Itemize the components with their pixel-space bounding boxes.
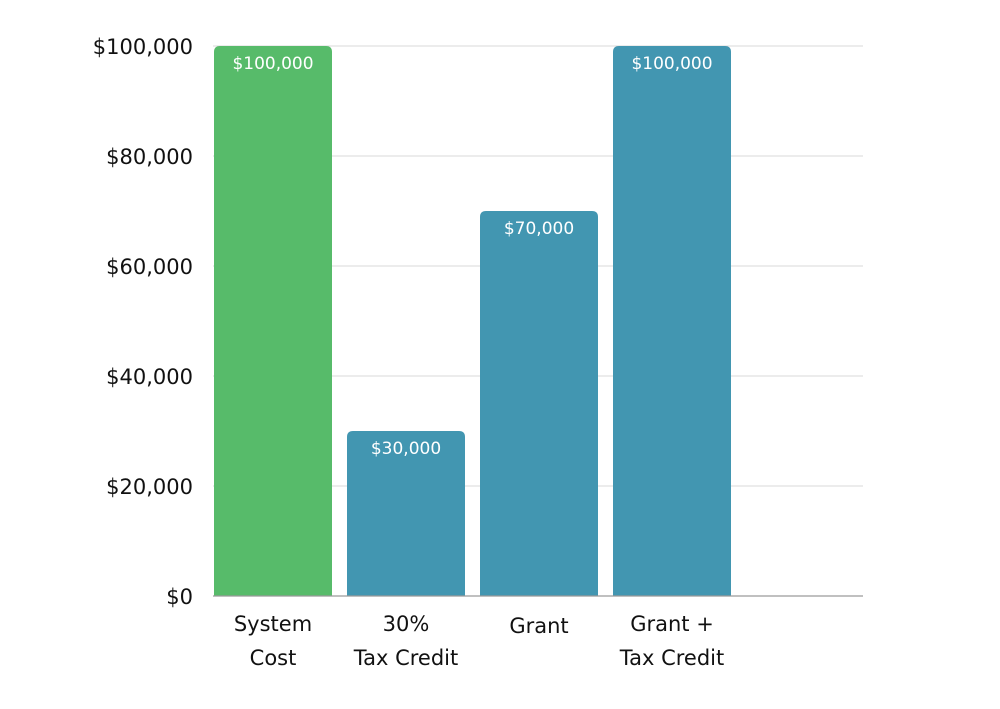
x-category-label-line: Cost (250, 646, 297, 670)
y-tick-label: $60,000 (106, 255, 193, 279)
bar (480, 211, 598, 596)
x-category-label: System Cost (234, 612, 312, 670)
data-label: $100,000 (232, 54, 313, 74)
bar (613, 46, 731, 596)
x-category-label: Grant + Tax Credit (619, 612, 724, 670)
bars (214, 46, 731, 596)
x-axis-categories: System Cost 30% Tax Credit Grant Grant + Tax C… (234, 612, 724, 670)
x-category-label-line: Grant (509, 614, 568, 638)
data-labels: $100,000 $30,000 $70,000 $100,000 (232, 54, 712, 459)
x-category-label-line: 30% (383, 612, 430, 636)
bar (214, 46, 332, 596)
y-tick-label: $40,000 (106, 365, 193, 389)
y-axis-ticks: $0 $20,000 $40,000 $60,000 $80,000 $100,000 (93, 35, 193, 609)
data-label: $30,000 (371, 439, 441, 459)
x-category-label-line: Grant + (630, 612, 714, 636)
y-tick-label: $20,000 (106, 475, 193, 499)
bar (347, 431, 465, 596)
x-category-label: Grant (509, 614, 568, 638)
y-tick-label: $0 (166, 585, 193, 609)
x-category-label-line: System (234, 612, 312, 636)
y-tick-label: $80,000 (106, 145, 193, 169)
x-category-label-line: Tax Credit (353, 646, 458, 670)
x-category-label: 30% Tax Credit (353, 612, 458, 670)
data-label: $70,000 (504, 219, 574, 239)
y-tick-label: $100,000 (93, 35, 193, 59)
x-category-label-line: Tax Credit (619, 646, 724, 670)
data-label: $100,000 (631, 54, 712, 74)
